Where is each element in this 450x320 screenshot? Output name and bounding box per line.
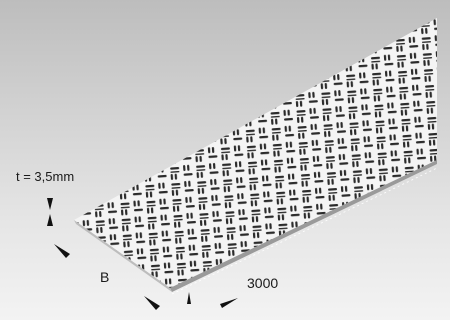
plate-edge-guide: [171, 167, 438, 295]
length-arrow-left-icon: [187, 292, 191, 304]
thickness-label: t = 3,5mm: [16, 169, 74, 184]
length-arrow-right-icon: [220, 298, 238, 308]
width-label: B: [100, 269, 109, 285]
plate-front-edge: [170, 160, 437, 292]
width-arrow-left-icon: [54, 244, 70, 258]
width-arrow-right-icon: [144, 296, 160, 310]
length-label: 3000: [247, 275, 278, 291]
plate-left-edge: [74, 220, 172, 292]
thickness-arrow-up-icon: [47, 198, 53, 210]
plate-top-face: [74, 18, 437, 288]
thickness-arrow-down-icon: [47, 214, 53, 226]
